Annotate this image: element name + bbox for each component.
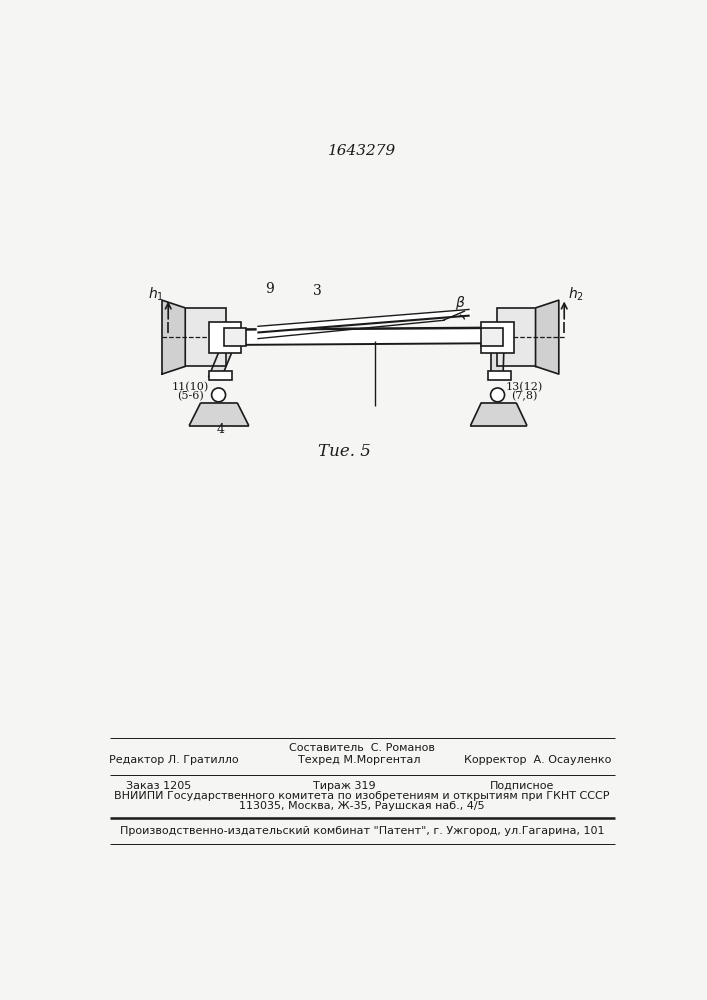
Text: Производственно-издательский комбинат "Патент", г. Ужгород, ул.Гагарина, 101: Производственно-издательский комбинат "П… — [119, 826, 604, 836]
Text: ВНИИПИ Государственного комитета по изобретениям и открытиям при ГКНТ СССР: ВНИИПИ Государственного комитета по изоб… — [115, 791, 609, 801]
Text: (7,8): (7,8) — [511, 391, 538, 402]
Text: 1: 1 — [515, 344, 524, 358]
Text: Корректор  А. Осауленко: Корректор А. Осауленко — [464, 755, 612, 765]
Text: Тираж 319: Тираж 319 — [312, 781, 375, 791]
Text: 13(12): 13(12) — [506, 382, 543, 392]
Polygon shape — [491, 353, 504, 377]
Text: 113035, Москва, Ж-35, Раушская наб., 4/5: 113035, Москва, Ж-35, Раушская наб., 4/5 — [239, 801, 485, 811]
Bar — [481, 328, 503, 346]
Text: Составитель  С. Романов: Составитель С. Романов — [289, 743, 435, 753]
Text: 2: 2 — [199, 344, 207, 358]
Text: Редактор Л. Гратилло: Редактор Л. Гратилло — [109, 755, 238, 765]
Polygon shape — [162, 300, 185, 374]
Text: $h_1$: $h_1$ — [148, 285, 164, 303]
Polygon shape — [189, 403, 249, 426]
Text: $\beta$: $\beta$ — [455, 294, 466, 312]
Polygon shape — [246, 328, 481, 345]
Bar — [209, 322, 241, 353]
Bar — [497, 308, 537, 366]
Polygon shape — [535, 300, 559, 374]
Text: $h_2$: $h_2$ — [568, 285, 584, 303]
Text: (5-6): (5-6) — [177, 391, 204, 402]
Text: Заказ 1205: Заказ 1205 — [126, 781, 191, 791]
Polygon shape — [209, 353, 232, 377]
Text: Τие. 5: Τие. 5 — [317, 443, 370, 460]
Polygon shape — [257, 309, 469, 333]
Polygon shape — [470, 403, 527, 426]
Text: Техред М.Моргентал: Техред М.Моргентал — [298, 755, 421, 765]
Text: Подписное: Подписное — [490, 781, 554, 791]
Text: 11(10): 11(10) — [172, 382, 209, 392]
Bar — [488, 371, 510, 380]
Text: 1643279: 1643279 — [328, 144, 396, 158]
Text: 3: 3 — [312, 284, 322, 298]
Bar — [185, 308, 226, 366]
Bar — [224, 328, 246, 346]
Text: 9: 9 — [265, 282, 274, 296]
Circle shape — [211, 388, 226, 402]
Circle shape — [491, 388, 505, 402]
Text: 4: 4 — [216, 423, 224, 436]
Bar — [481, 322, 514, 353]
Bar — [209, 371, 232, 380]
